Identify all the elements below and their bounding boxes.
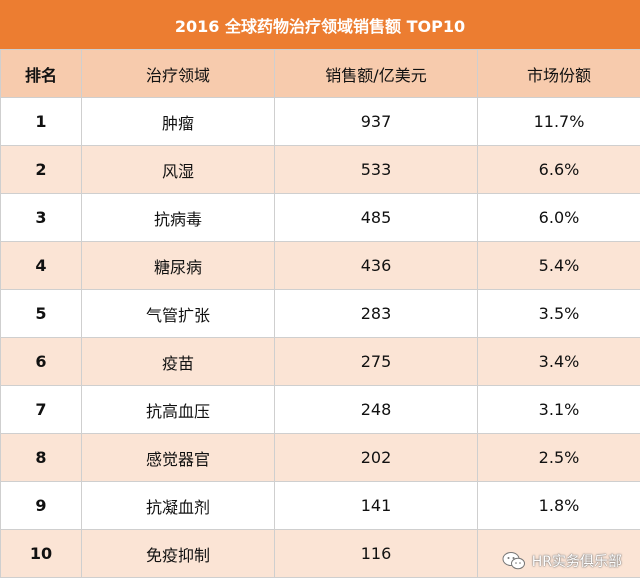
table-title: 2016 全球药物治疗领域销售额 TOP10 <box>0 0 640 49</box>
sales-cell: 275 <box>274 337 478 386</box>
column-header-share: 市场份额 <box>477 49 640 98</box>
sales-cell: 141 <box>274 481 478 530</box>
share-cell: 1.8% <box>477 481 640 530</box>
share-cell: 3.4% <box>477 337 640 386</box>
column-header-sales: 销售额/亿美元 <box>274 49 478 98</box>
area-cell: 抗高血压 <box>81 385 275 434</box>
sales-cell: 485 <box>274 193 478 242</box>
table-row: 3 抗病毒 485 6.0% <box>0 193 640 242</box>
table-row: 1 肿瘤 937 11.7% <box>0 97 640 146</box>
rank-cell: 3 <box>0 193 82 242</box>
share-cell: 2.5% <box>477 433 640 482</box>
rank-cell: 10 <box>0 529 82 578</box>
table-row: 4 糖尿病 436 5.4% <box>0 241 640 290</box>
rank-cell: 7 <box>0 385 82 434</box>
sales-cell: 283 <box>274 289 478 338</box>
rank-cell: 6 <box>0 337 82 386</box>
share-cell <box>477 529 640 578</box>
watermark: HR实务俱乐部 <box>502 551 622 571</box>
sales-cell: 248 <box>274 385 478 434</box>
rank-cell: 5 <box>0 289 82 338</box>
sales-table: 排名 治疗领域 销售额/亿美元 市场份额 1 肿瘤 937 11.7% 2 风湿… <box>0 49 640 578</box>
header-row: 排名 治疗领域 销售额/亿美元 市场份额 <box>0 49 640 98</box>
rank-cell: 2 <box>0 145 82 194</box>
table-row: 10 免疫抑制 116 <box>0 529 640 578</box>
area-cell: 感觉器官 <box>81 433 275 482</box>
share-cell: 11.7% <box>477 97 640 146</box>
area-cell: 抗病毒 <box>81 193 275 242</box>
column-header-rank: 排名 <box>0 49 82 98</box>
area-cell: 疫苗 <box>81 337 275 386</box>
sales-cell: 937 <box>274 97 478 146</box>
table-row: 9 抗凝血剂 141 1.8% <box>0 481 640 530</box>
share-cell: 6.0% <box>477 193 640 242</box>
column-header-area: 治疗领域 <box>81 49 275 98</box>
wechat-icon <box>502 552 525 570</box>
area-cell: 糖尿病 <box>81 241 275 290</box>
share-cell: 3.5% <box>477 289 640 338</box>
sales-cell: 116 <box>274 529 478 578</box>
area-cell: 肿瘤 <box>81 97 275 146</box>
share-cell: 6.6% <box>477 145 640 194</box>
share-cell: 3.1% <box>477 385 640 434</box>
table-row: 6 疫苗 275 3.4% <box>0 337 640 386</box>
sales-cell: 202 <box>274 433 478 482</box>
share-cell: 5.4% <box>477 241 640 290</box>
rank-cell: 8 <box>0 433 82 482</box>
rank-cell: 4 <box>0 241 82 290</box>
area-cell: 抗凝血剂 <box>81 481 275 530</box>
rank-cell: 1 <box>0 97 82 146</box>
table-row: 8 感觉器官 202 2.5% <box>0 433 640 482</box>
rank-cell: 9 <box>0 481 82 530</box>
table-row: 2 风湿 533 6.6% <box>0 145 640 194</box>
table-row: 5 气管扩张 283 3.5% <box>0 289 640 338</box>
area-cell: 免疫抑制 <box>81 529 275 578</box>
area-cell: 风湿 <box>81 145 275 194</box>
sales-cell: 533 <box>274 145 478 194</box>
table-row: 7 抗高血压 248 3.1% <box>0 385 640 434</box>
watermark-text: HR实务俱乐部 <box>531 554 622 570</box>
sales-cell: 436 <box>274 241 478 290</box>
area-cell: 气管扩张 <box>81 289 275 338</box>
